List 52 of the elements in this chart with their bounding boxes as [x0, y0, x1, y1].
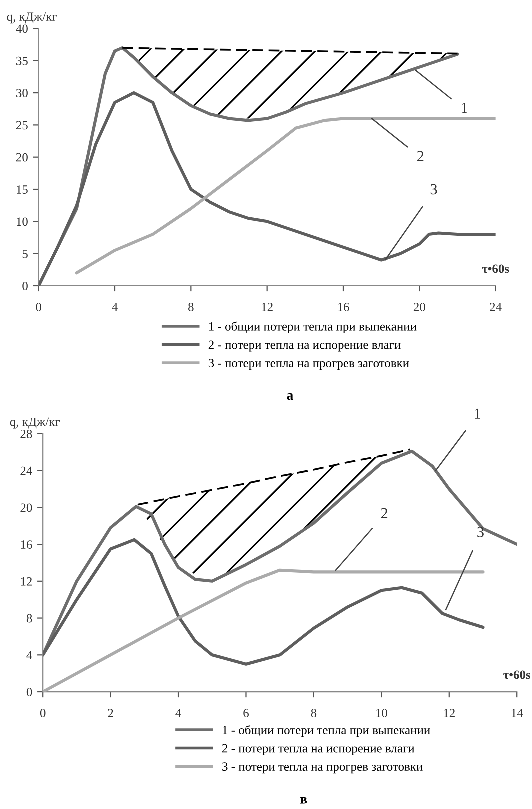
y-axis-title: q, кДж/кг [10, 418, 60, 429]
x-tick-label: 8 [188, 303, 194, 312]
y-tick-label: 30 [16, 89, 28, 98]
x-tick-label: 12 [262, 303, 273, 312]
x-tick-label: 0 [36, 303, 42, 312]
y-tick-label: 4 [26, 651, 32, 660]
x-tick-label: 10 [376, 709, 388, 718]
legend-label: 3 - потери тепла на прогрев заготовки [222, 762, 423, 774]
y-tick-label: 0 [22, 282, 28, 290]
x-tick-label: 6 [244, 709, 249, 718]
annotation: 2 [381, 508, 388, 518]
annotation: 1 [462, 103, 468, 114]
x-tick-label: 4 [176, 709, 182, 718]
legend-label: 2 - потери тепла на испорение влаги [222, 744, 415, 756]
y-tick-label: 5 [22, 250, 28, 258]
y-tick-label: 8 [26, 614, 32, 623]
legend-label: 1 - общии потери тепла при выпекании [209, 322, 417, 334]
annotation: 1 [475, 408, 480, 419]
y-tick-label: 0 [26, 688, 32, 696]
legend-label: 2 - потери тепла на испорение влаги [208, 340, 401, 352]
y-tick-label: 25 [16, 121, 28, 130]
x-tick-label: 20 [414, 303, 426, 312]
text: а [287, 393, 294, 400]
legend-label: 3 - потери тепла на прогрев заготовки [208, 359, 410, 370]
y-tick-label: 20 [16, 153, 28, 162]
x-tick-label: 24 [490, 303, 502, 312]
legend-label: 1 - общии потери тепла при выпекании [223, 725, 430, 738]
x-tick-label: 12 [444, 709, 455, 718]
line-series [43, 568, 485, 692]
y-tick-label: 15 [17, 186, 28, 194]
y-axis-title: q, кДж/кг [7, 12, 57, 24]
line-series [136, 448, 412, 506]
text: в [300, 797, 308, 804]
annotation: 3 [430, 184, 438, 195]
x-tick-label: 4 [112, 303, 118, 312]
x-tick-label: 2 [108, 709, 114, 718]
x-tick-label: 14 [512, 709, 524, 718]
y-tick-label: 20 [20, 504, 32, 512]
x-tick-label: 0 [40, 709, 46, 718]
x-tick-label: 16 [338, 303, 350, 312]
annotation: 3 [478, 527, 484, 538]
y-tick-label: 10 [17, 218, 28, 226]
y-tick-label: 40 [16, 24, 28, 34]
annotation: 2 [418, 151, 424, 162]
y-tick-label: 16 [21, 540, 32, 550]
y-tick-label: 28 [20, 430, 32, 438]
y-tick-label: 12 [21, 577, 32, 586]
x-tick-label: 8 [311, 709, 317, 718]
y-tick-label: 24 [20, 466, 32, 476]
y-tick-label: 35 [16, 56, 28, 66]
x-axis-title: τ•60s [504, 670, 531, 680]
x-axis-title: τ•60s [482, 264, 510, 274]
